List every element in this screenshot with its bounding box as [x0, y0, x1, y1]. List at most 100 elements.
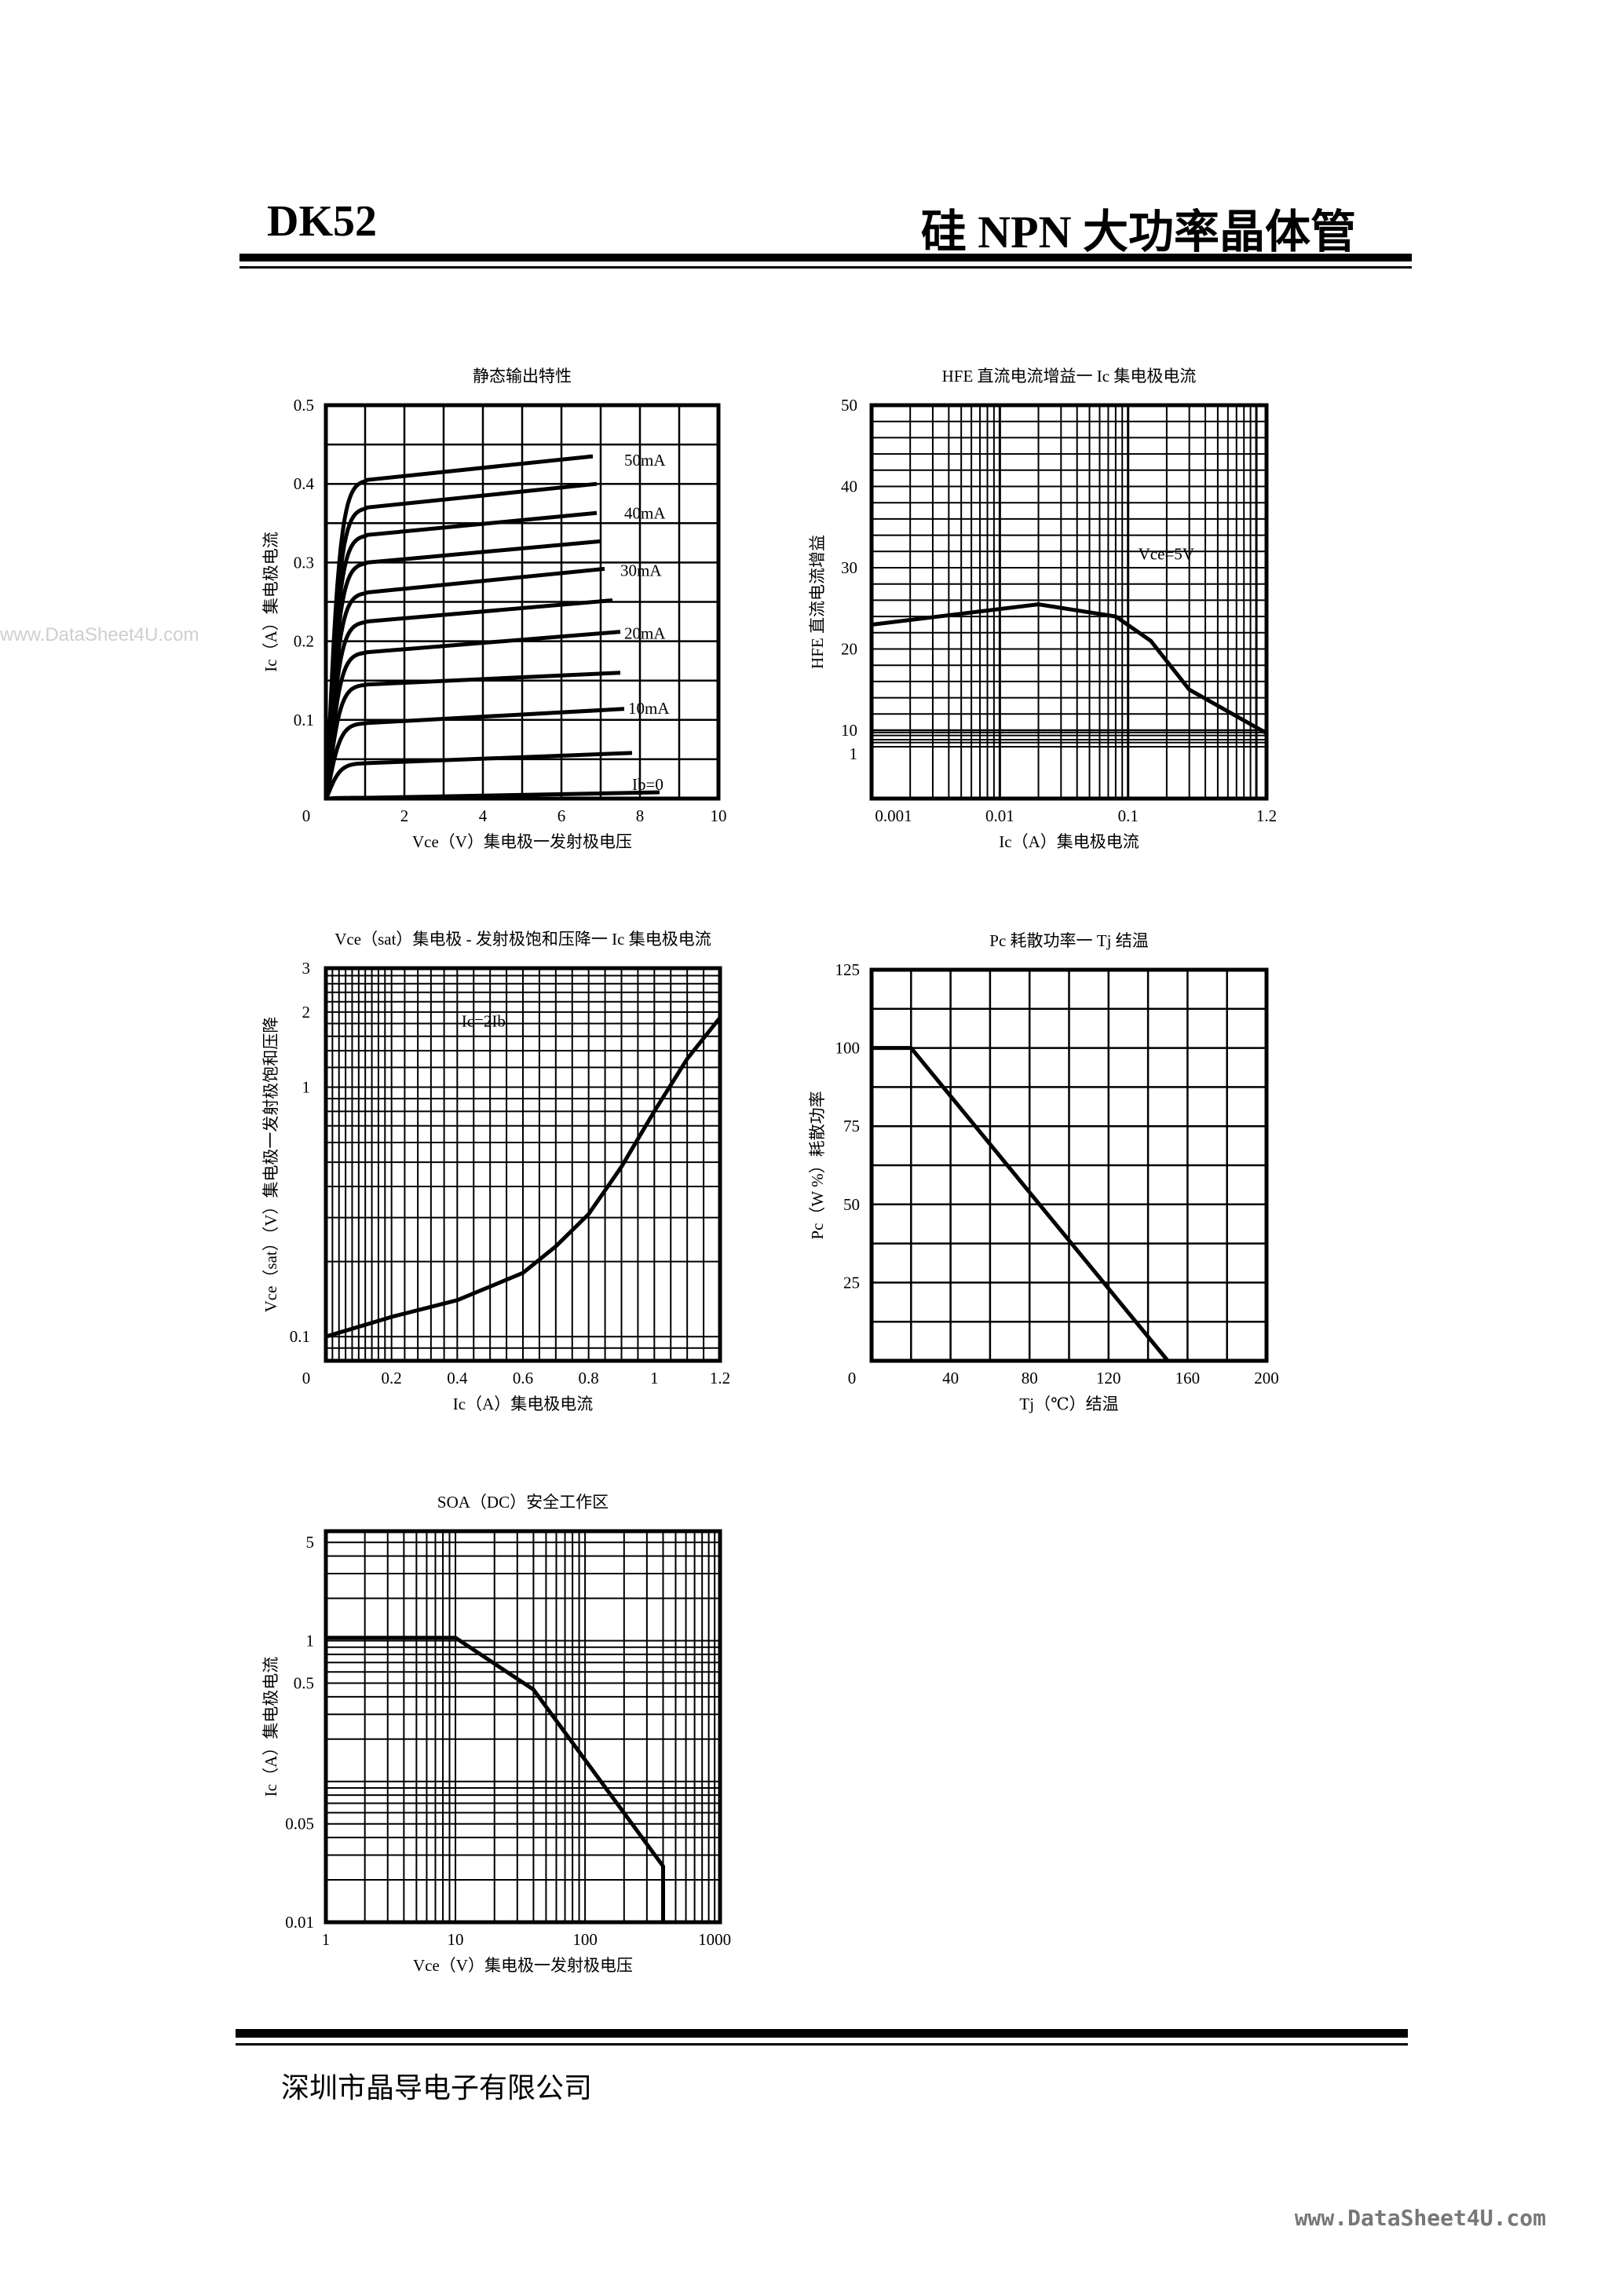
- x-tick-label: 10: [711, 806, 727, 825]
- x-tick-label: 0: [302, 806, 311, 825]
- header-rule-thick: [239, 254, 1412, 261]
- curve-annotation: 30mA: [620, 561, 662, 579]
- y-tick-label: 1: [850, 744, 858, 763]
- chart-title: Pc 耗散功率一 Tj 结温: [989, 931, 1148, 950]
- x-axis-label: Tj（℃）结温: [1019, 1395, 1118, 1413]
- x-axis-label: Ic（A）集电极电流: [999, 832, 1139, 851]
- plot-frame: [324, 1529, 722, 1925]
- chart-hfe: 0.001 0.01 0.1 1.2 1 10 20 30 40 50 Vce=5V HFE 直流电流…: [808, 367, 1277, 851]
- y-tick-label: 30: [841, 558, 857, 577]
- condition-annotation: Ic=2Ib: [462, 1011, 506, 1030]
- y-tick-label: 20: [841, 640, 857, 659]
- watermark-left: www.DataSheet4U.com: [0, 624, 199, 645]
- chart-pc-tj: 0 40 80 120 160 200 25 50 75 100 125 Pc 耗散功率一 Tj 结温…: [808, 931, 1279, 1413]
- plot-frame: [324, 966, 722, 1363]
- footer-rule-thin: [236, 2043, 1408, 2046]
- y-tick-label: 0.5: [294, 396, 314, 415]
- y-tick-label: 25: [843, 1273, 860, 1292]
- ib-curve-10: [326, 790, 660, 801]
- x-tick-label: 120: [1096, 1369, 1121, 1387]
- x-axis-label: Vce（V）集电极一发射极电压: [412, 832, 632, 851]
- y-tick-label: 2: [302, 1003, 311, 1022]
- x-tick-label: 2: [400, 806, 409, 825]
- x-tick-label: 200: [1254, 1369, 1279, 1387]
- y-tick-label: 0.3: [294, 553, 314, 572]
- curve-annotation: 50mA: [624, 451, 666, 470]
- chart-vcesat: 0 0.2 0.4 0.6 0.8 1 1.2 0.1 1 2 3 Ic=2Ib Vce（sat）集电极…: [261, 930, 730, 1413]
- y-tick-label: 3: [302, 959, 311, 978]
- y-tick-label: 0.1: [294, 711, 314, 729]
- x-tick-label: 1: [322, 1930, 331, 1949]
- chart-title: 静态输出特性: [473, 367, 572, 386]
- x-tick-label: 0.6: [513, 1369, 533, 1387]
- x-tick-label: 10: [448, 1930, 464, 1949]
- y-tick-label: 0.1: [290, 1327, 310, 1346]
- x-tick-label: 40: [942, 1369, 959, 1387]
- y-axis-label: Ic（A）集电极电流: [261, 532, 280, 671]
- y-tick-label: 40: [841, 477, 857, 496]
- y-tick-label: 1: [302, 1078, 311, 1097]
- y-tick-label: 100: [835, 1039, 861, 1058]
- y-axis-label: Vce（sat）（V）集电极一发射极饱和压降: [261, 1017, 280, 1313]
- x-tick-label: 0: [302, 1369, 311, 1387]
- curve-annotation: 40mA: [624, 503, 666, 522]
- soa-boundary: [326, 1636, 665, 1922]
- x-axis-label: Vce（V）集电极一发射极电压: [413, 1956, 633, 1975]
- ib-curve-8: [324, 707, 625, 797]
- y-tick-label: 1: [306, 1631, 315, 1650]
- plot-frame: [869, 403, 1269, 801]
- condition-annotation: Vce=5V: [1139, 545, 1194, 564]
- y-tick-label: 0.05: [285, 1815, 314, 1834]
- y-tick-label: 0.5: [294, 1673, 314, 1692]
- y-tick-label: 50: [841, 396, 857, 415]
- vcesat-curve: [325, 1016, 722, 1339]
- y-tick-label: 50: [843, 1195, 860, 1214]
- document-title: 硅 NPN 大功率晶体管: [920, 207, 1356, 258]
- x-tick-label: 1: [650, 1369, 659, 1387]
- chart-soa: 1 10 100 1000 0.01 0.05 0.5 1 5 SOA（DC）安全工作区 Vce（V…: [261, 1493, 731, 1975]
- x-tick-label: 0.01: [985, 806, 1014, 825]
- chart-title: HFE 直流电流增益一 Ic 集电极电流: [942, 367, 1197, 386]
- x-tick-label: 1.2: [710, 1369, 730, 1387]
- chart-title: SOA（DC）安全工作区: [437, 1493, 609, 1512]
- x-tick-label: 80: [1022, 1369, 1038, 1387]
- chart-title: Vce（sat）集电极 - 发射极饱和压降一 Ic 集电极电流: [334, 930, 711, 949]
- x-tick-label: 6: [557, 806, 566, 825]
- x-tick-label: 0.1: [1118, 806, 1139, 825]
- ib-curve-7: [324, 671, 621, 795]
- x-tick-label: 100: [572, 1930, 598, 1949]
- curve-annotation: 20mA: [624, 624, 666, 643]
- footer-rule-thick: [236, 2029, 1408, 2038]
- company-name: 深圳市晶导电子有限公司: [281, 2072, 593, 2104]
- y-tick-label: 0.2: [294, 632, 314, 651]
- x-tick-label: 0.001: [875, 806, 912, 825]
- y-tick-label: 0.4: [294, 474, 315, 493]
- header-rule-thin: [239, 266, 1412, 269]
- derating-curve: [872, 1046, 1170, 1362]
- plot-frame: [869, 967, 1269, 1363]
- y-tick-label: 75: [843, 1117, 860, 1135]
- watermark-bottom: www.DataSheet4U.com: [1294, 2205, 1546, 2231]
- x-tick-label: 0.2: [382, 1369, 402, 1387]
- ib-curve-3: [324, 539, 601, 792]
- y-axis-label: Ic（A）集电极电流: [261, 1657, 280, 1797]
- x-axis-label: Ic（A）集电极电流: [453, 1395, 593, 1413]
- hfe-curve: [871, 602, 1268, 735]
- ib-curve-9: [324, 751, 633, 799]
- curve-annotation: 10mA: [628, 699, 670, 718]
- x-tick-label: 8: [636, 806, 645, 825]
- model-number: DK52: [267, 197, 377, 246]
- chart-output-characteristics: 0 2 4 6 8 10 0.1 0.2 0.3 0.4 0.5 50mA 40mA 30mA 20mA 10…: [261, 367, 727, 851]
- x-tick-label: 4: [479, 806, 488, 825]
- ib-curve-5: [324, 598, 613, 793]
- y-tick-label: 125: [835, 960, 861, 979]
- ib-curve-6: [324, 630, 621, 795]
- y-tick-label: 10: [841, 721, 857, 740]
- y-tick-label: 0.01: [285, 1913, 314, 1932]
- x-tick-label: 1000: [698, 1930, 731, 1949]
- x-tick-label: 1.2: [1256, 806, 1277, 825]
- x-tick-label: 160: [1175, 1369, 1201, 1387]
- y-axis-label: Pc（W %）耗散功率: [808, 1091, 827, 1239]
